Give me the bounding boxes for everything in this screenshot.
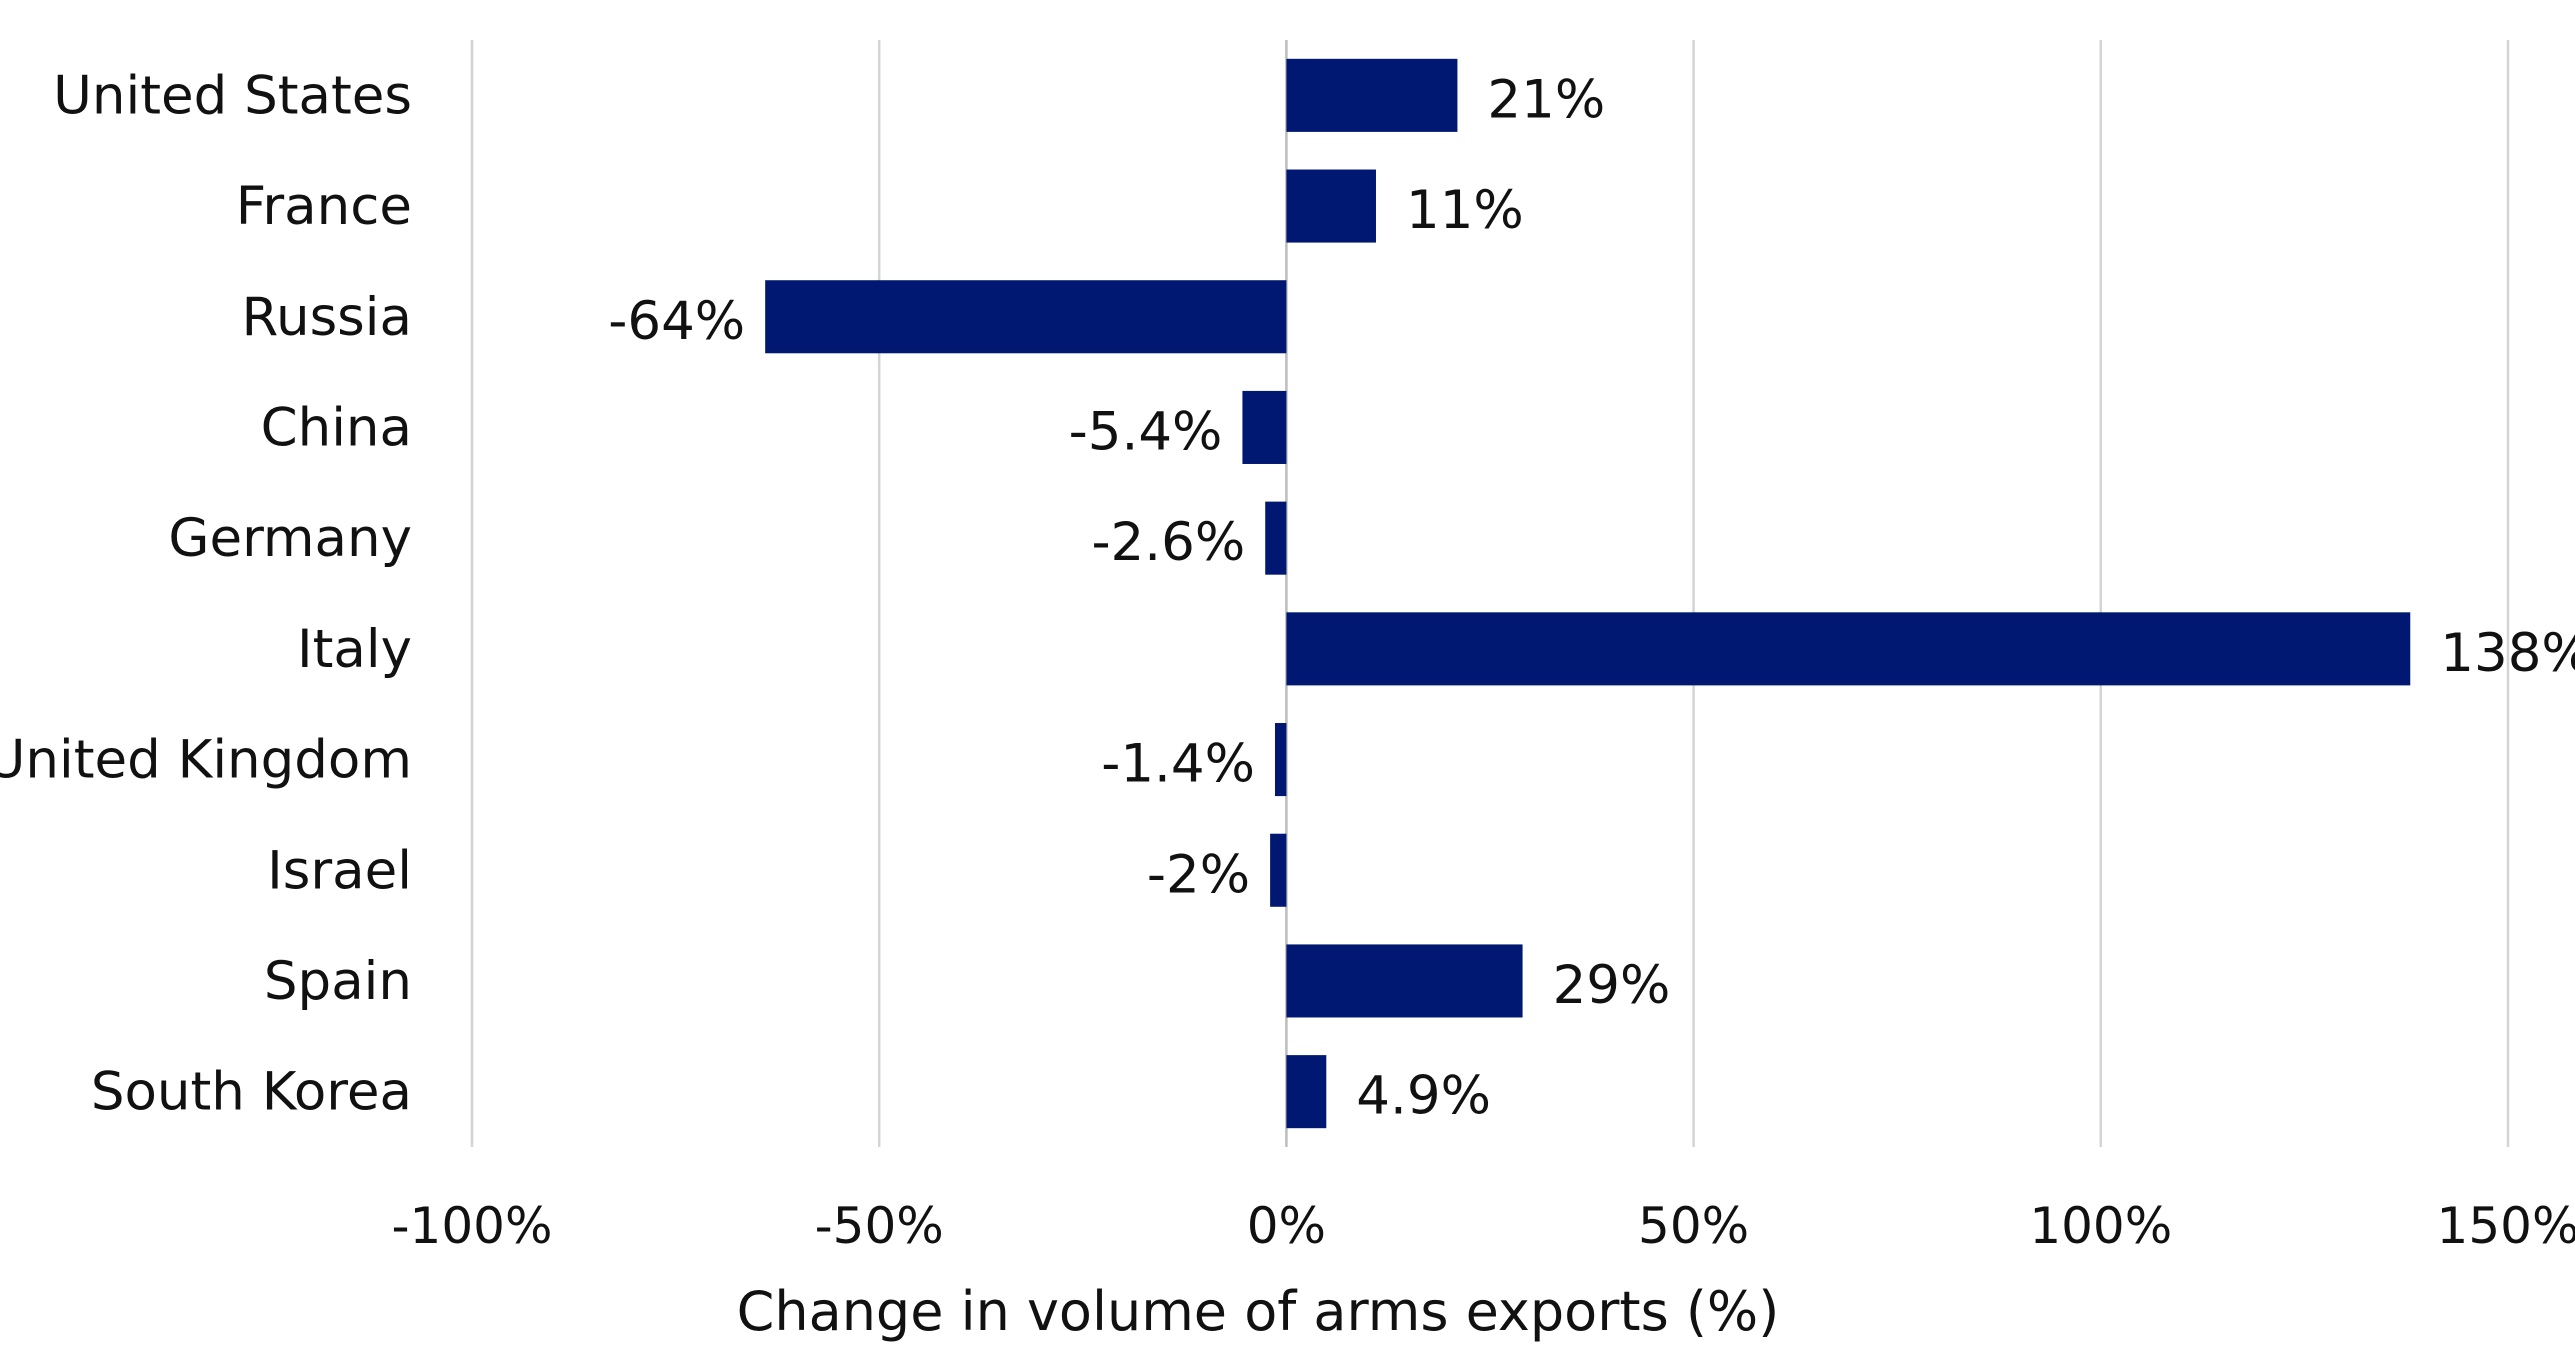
category-label: United States: [53, 65, 412, 126]
value-label: 4.9%: [1356, 1066, 1491, 1127]
category-label: South Korea: [91, 1062, 412, 1123]
bar-germany: [1265, 501, 1287, 575]
category-label: Germany: [168, 508, 412, 569]
value-label: -5.4%: [1069, 401, 1223, 462]
category-label: Italy: [297, 619, 412, 680]
bar-france: [1286, 169, 1376, 243]
value-label: -2%: [1147, 844, 1250, 905]
category-label: Russia: [242, 287, 412, 348]
value-label: -1.4%: [1101, 734, 1255, 795]
x-tick-label: 100%: [2029, 1197, 2172, 1255]
category-label: United Kingdom: [0, 730, 412, 791]
bar-italy: [1286, 612, 2411, 686]
value-label: -2.6%: [1091, 512, 1245, 573]
category-label: France: [236, 176, 412, 237]
x-tick-label: 50%: [1638, 1197, 1749, 1255]
bar-israel: [1270, 833, 1287, 907]
bar-china: [1242, 390, 1287, 464]
x-tick-label: 150%: [2437, 1197, 2575, 1255]
x-tick-label: -100%: [392, 1197, 553, 1255]
x-axis-title: Change in volume of arms exports (%): [737, 1280, 1780, 1343]
value-label: 29%: [1553, 955, 1671, 1016]
bar-united-kingdom: [1274, 723, 1287, 797]
bar-united-states: [1286, 58, 1458, 132]
x-tick-label: 0%: [1247, 1197, 1326, 1255]
bars: [765, 58, 2411, 1129]
category-label: Israel: [267, 840, 412, 901]
category-label: Spain: [264, 951, 412, 1012]
value-label: 138%: [2440, 623, 2575, 684]
value-label: 21%: [1487, 69, 1605, 130]
bar-spain: [1286, 944, 1523, 1018]
category-label: China: [261, 397, 412, 458]
value-label: -64%: [608, 291, 745, 352]
labels: -100% -50% 0% 50% 100% 150% United States 21% Fr…: [0, 65, 2575, 1255]
x-tick-label: -50%: [815, 1197, 944, 1255]
bar-south-korea: [1286, 1055, 1327, 1129]
bar-russia: [765, 280, 1287, 354]
value-label: 11%: [1406, 180, 1524, 241]
